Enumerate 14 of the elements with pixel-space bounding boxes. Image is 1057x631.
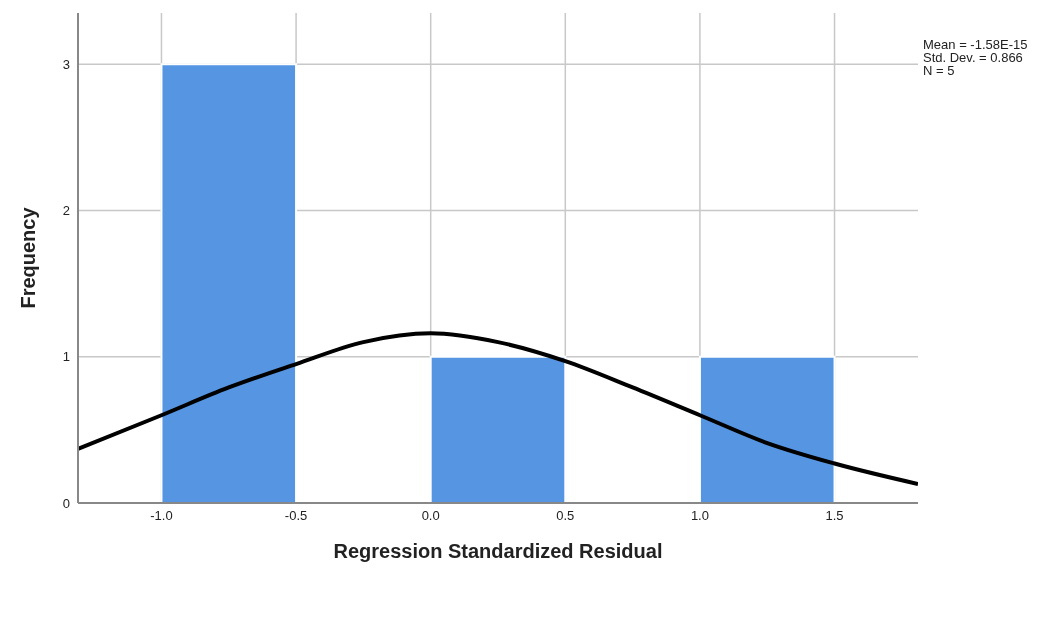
line-series (78, 331, 918, 486)
x-axis-title: Regression Standardized Residual (333, 540, 663, 562)
y-tick-label: 2 (62, 203, 70, 219)
x-tick-label: 1.5 (825, 508, 844, 524)
x-tick-label: 0.5 (556, 508, 575, 524)
x-tick-label: 0.0 (421, 508, 440, 524)
y-tick-label: 3 (62, 56, 70, 72)
y-tick-label: 1 (62, 349, 70, 365)
x-tick-label: -1.0 (150, 508, 173, 524)
x-tick-label: -0.5 (284, 508, 308, 524)
text: Mean = -1.58E-15 Std. Dev. = 0.866 N = 5 (923, 37, 1029, 78)
y-tick-label: 0 (62, 495, 70, 511)
x-tick-label: 1.0 (690, 508, 709, 524)
y-axis-title: Frequency (17, 206, 40, 309)
